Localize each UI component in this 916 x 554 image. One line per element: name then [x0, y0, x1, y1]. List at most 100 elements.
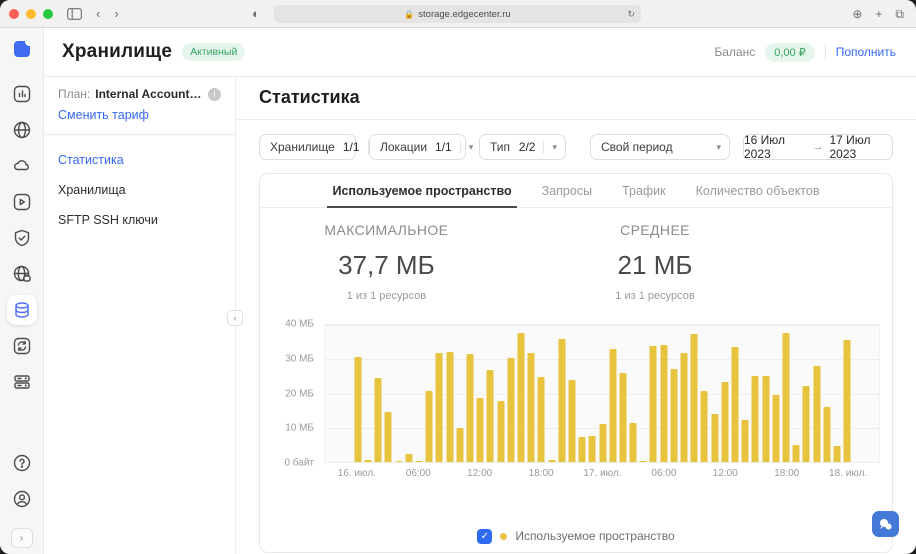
tab-overview-icon[interactable]: ⧉ — [895, 7, 904, 22]
chart-bar[interactable] — [395, 461, 402, 462]
chart-bar[interactable] — [619, 373, 626, 462]
chart-bar[interactable] — [711, 414, 718, 462]
close-window-button[interactable] — [9, 9, 19, 19]
account-icon[interactable] — [7, 484, 37, 514]
chart-bar[interactable] — [528, 353, 535, 462]
chart-bar[interactable] — [558, 339, 565, 462]
type-filter-dropdown[interactable]: Тип 2/2 ▾ — [479, 134, 566, 160]
chart-bar[interactable] — [589, 436, 596, 462]
chart-bar[interactable] — [660, 345, 667, 462]
chart-bar[interactable] — [538, 377, 545, 462]
tab-requests[interactable]: Запросы — [540, 174, 594, 207]
chart-bar[interactable] — [834, 446, 841, 462]
edgecenter-logo[interactable] — [11, 38, 33, 65]
chart-bar[interactable] — [670, 369, 677, 463]
chart-bar[interactable] — [701, 391, 708, 462]
back-button[interactable]: ‹ — [96, 6, 100, 21]
period-dropdown[interactable]: Свой период ▾ — [590, 134, 730, 160]
chart-bar[interactable] — [803, 386, 810, 462]
chart-bar[interactable] — [772, 395, 779, 462]
support-chat-button[interactable] — [872, 511, 899, 537]
chart-bar[interactable] — [599, 424, 606, 462]
chart-bar[interactable] — [640, 461, 647, 462]
reload-icon[interactable]: ↻ — [627, 9, 635, 20]
chart-bar[interactable] — [456, 428, 463, 462]
browser-window: ‹ › ◐ 🔒 storage.edgecenter.ru ↻ ⊕ + ⧉ — [0, 0, 916, 554]
chart-bar[interactable] — [405, 454, 412, 462]
chart-bar[interactable] — [650, 346, 657, 462]
downloads-icon[interactable]: ⊕ — [852, 7, 862, 21]
chart-bar[interactable] — [497, 401, 504, 462]
sidebar-toggle-icon[interactable] — [67, 8, 82, 20]
chart-bar[interactable] — [752, 376, 759, 462]
chart-bar[interactable] — [823, 407, 830, 462]
chart-bar[interactable] — [732, 347, 739, 462]
privacy-shield-icon[interactable]: ◐ — [252, 6, 260, 21]
tab-traffic[interactable]: Трафик — [620, 174, 668, 207]
filter-label: Свой период — [591, 140, 681, 154]
locations-filter-dropdown[interactable]: Локации 1/1 ▾ — [369, 134, 466, 160]
chart-bar[interactable] — [354, 357, 361, 462]
new-tab-icon[interactable]: + — [875, 7, 882, 21]
plan-value: Internal Account_RUB_St... — [95, 87, 203, 101]
sync-icon[interactable] — [7, 331, 37, 361]
page-heading: Хранилище — [62, 41, 172, 63]
chart-bar[interactable] — [630, 423, 637, 462]
chart-bar[interactable] — [609, 349, 616, 462]
servers-icon[interactable] — [7, 367, 37, 397]
chart-bar[interactable] — [783, 333, 790, 462]
filter-label: Хранилище — [260, 140, 343, 154]
change-plan-link[interactable]: Сменить тариф — [58, 108, 149, 122]
sidebar-item-sftp-ssh-keys[interactable]: SFTP SSH ключи — [58, 213, 221, 227]
x-axis-label: 12:00 — [467, 468, 492, 479]
chart-bar[interactable] — [375, 378, 382, 462]
chart-bar[interactable] — [568, 380, 575, 462]
chart-bar[interactable] — [487, 370, 494, 462]
chart-bar[interactable] — [844, 340, 851, 462]
chart-bar[interactable] — [691, 334, 698, 462]
collapse-sidebar-button[interactable]: ‹ — [227, 310, 243, 326]
chart-bar[interactable] — [436, 353, 443, 462]
analytics-icon[interactable] — [7, 79, 37, 109]
legend-checkbox[interactable]: ✓ — [477, 529, 492, 544]
sidebar-item-statistics[interactable]: Статистика — [58, 153, 221, 167]
chart-bar[interactable] — [517, 333, 524, 462]
chart-plot-area[interactable] — [324, 324, 880, 463]
chart-bar[interactable] — [762, 376, 769, 462]
chart-bar[interactable] — [579, 437, 586, 462]
minimize-window-button[interactable] — [26, 9, 36, 19]
info-icon[interactable]: i — [208, 88, 221, 101]
zoom-window-button[interactable] — [43, 9, 53, 19]
storage-filter-dropdown[interactable]: Хранилище 1/1 ▾ — [259, 134, 356, 160]
storage-database-icon[interactable] — [7, 295, 37, 325]
date-to: 17 Июл 2023 — [830, 133, 893, 161]
tab-object-count[interactable]: Количество объектов — [694, 174, 822, 207]
chart-bar[interactable] — [742, 420, 749, 462]
chart-bar[interactable] — [426, 391, 433, 462]
chart-bar[interactable] — [793, 445, 800, 462]
chart-bar[interactable] — [813, 366, 820, 462]
chart-bar[interactable] — [681, 353, 688, 462]
chart-bar[interactable] — [364, 460, 371, 462]
chart-bar[interactable] — [477, 398, 484, 462]
forward-button[interactable]: › — [114, 6, 118, 21]
date-range-picker[interactable]: 16 Июл 2023 → 17 Июл 2023 — [743, 134, 893, 160]
dns-globe-icon[interactable] — [7, 259, 37, 289]
chart-bar[interactable] — [466, 354, 473, 462]
address-bar[interactable]: 🔒 storage.edgecenter.ru ↻ — [274, 5, 641, 23]
chart-bar[interactable] — [385, 412, 392, 462]
help-icon[interactable] — [7, 448, 37, 478]
chevron-down-icon: ▾ — [460, 140, 482, 154]
expand-rail-button[interactable]: › — [11, 528, 33, 548]
tab-used-space[interactable]: Используемое пространство — [330, 174, 513, 207]
cloud-icon[interactable] — [7, 151, 37, 181]
chart-bar[interactable] — [446, 352, 453, 462]
sidebar-item-storages[interactable]: Хранилища — [58, 183, 221, 197]
chart-bar[interactable] — [721, 382, 728, 462]
shield-check-icon[interactable] — [7, 223, 37, 253]
streaming-icon[interactable] — [7, 187, 37, 217]
chart-bar[interactable] — [507, 358, 514, 462]
cdn-globe-icon[interactable] — [7, 115, 37, 145]
topup-link[interactable]: Пополнить — [836, 45, 896, 59]
chart-bar[interactable] — [415, 461, 422, 462]
